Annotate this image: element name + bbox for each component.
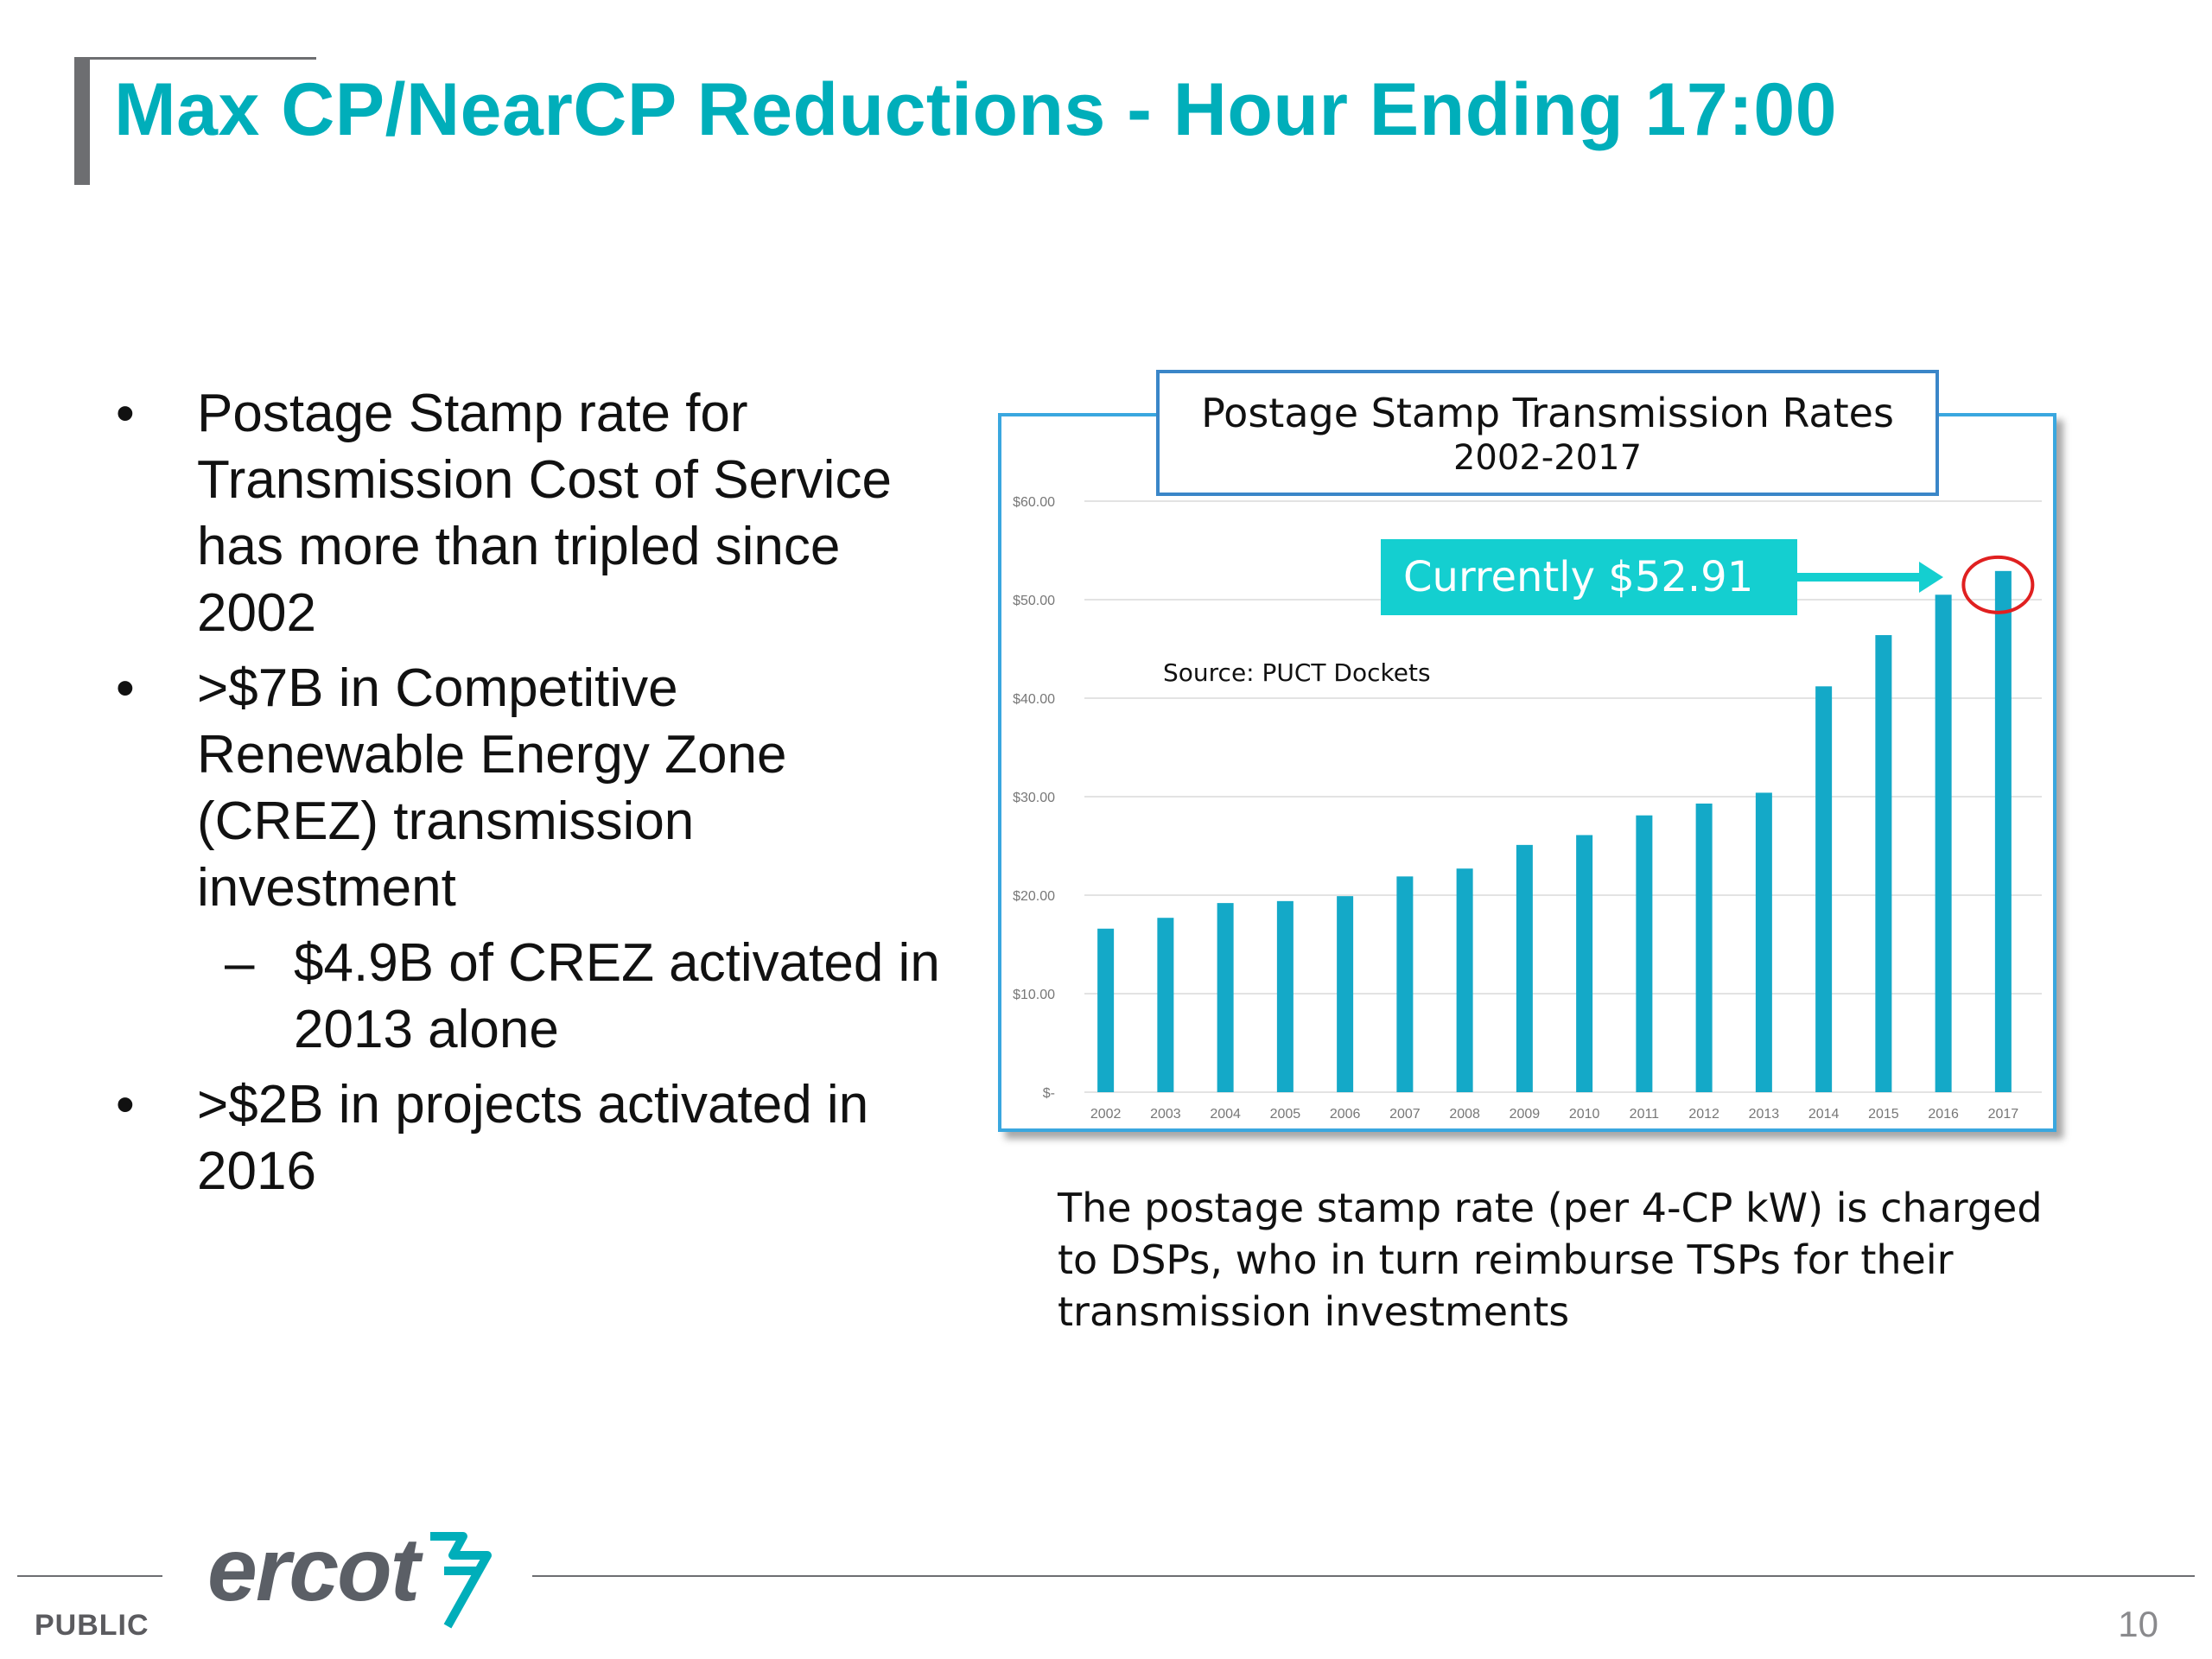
callout-arrow-head (1919, 562, 1943, 593)
bar (1815, 686, 1833, 1092)
x-tick-label: 2010 (1569, 1107, 1600, 1122)
bar (1636, 815, 1653, 1092)
bar (1217, 903, 1234, 1092)
x-tick-label: 2004 (1210, 1107, 1241, 1122)
bar (1337, 896, 1354, 1092)
ercot-bolt-icon (430, 1532, 492, 1629)
chart-title-box: Postage Stamp Transmission Rates 2002-20… (1156, 370, 1939, 496)
ercot-logo: ercot (207, 1521, 492, 1629)
x-tick-label: 2002 (1090, 1107, 1122, 1122)
title-accent-bar (74, 57, 90, 185)
bullet-item: >$2B in projects activated in 2016 (104, 1071, 950, 1205)
y-tick-label: $20.00 (1013, 889, 1055, 904)
y-tick-label: $10.00 (1013, 988, 1055, 1002)
y-tick-label: $40.00 (1013, 692, 1055, 707)
bar (1695, 803, 1713, 1092)
x-tick-label: 2006 (1330, 1107, 1361, 1122)
slide-title: Max CP/NearCP Reductions - Hour Ending 1… (114, 68, 1838, 151)
bar (1157, 918, 1174, 1092)
bar (1755, 792, 1772, 1092)
x-tick-label: 2017 (1988, 1107, 2019, 1122)
bar (1875, 635, 1892, 1092)
footer-rule-left (17, 1575, 162, 1577)
bar (1396, 876, 1414, 1092)
bullet-item: Postage Stamp rate for Transmission Cost… (104, 380, 950, 646)
bar (1456, 868, 1473, 1092)
logo-wordmark: ercot (207, 1521, 424, 1620)
x-tick-label: 2005 (1270, 1107, 1301, 1122)
x-tick-label: 2008 (1449, 1107, 1480, 1122)
x-tick-label: 2012 (1688, 1107, 1719, 1122)
bar (1935, 594, 1952, 1092)
bar (1097, 928, 1115, 1092)
x-tick-label: 2003 (1150, 1107, 1181, 1122)
chart-title: Postage Stamp Transmission Rates (1201, 390, 1894, 436)
footer-rule-right (532, 1575, 2195, 1577)
bar (1276, 900, 1294, 1092)
chart-subtitle: 2002-2017 (1452, 438, 1643, 478)
y-tick-label: $50.00 (1013, 594, 1055, 608)
x-tick-label: 2015 (1868, 1107, 1899, 1122)
x-tick-label: 2007 (1389, 1107, 1421, 1122)
bullet-list: Postage Stamp rate for Transmission Cost… (104, 380, 950, 1205)
sub-bullet-item: $4.9B of CREZ activated in 2013 alone (104, 930, 950, 1063)
chart-caption: The postage stamp rate (per 4-CP kW) is … (1058, 1185, 2043, 1335)
bar (1576, 835, 1593, 1092)
x-tick-label: 2013 (1749, 1107, 1780, 1122)
title-accent-rule (74, 57, 316, 60)
y-tick-label: $30.00 (1013, 791, 1055, 805)
bullet-item: >$7B in Competitive Renewable Energy Zon… (104, 655, 950, 921)
bar-chart: $- $10.00 $20.00 $30.00 $40.00 $50.00 $60.00 20… (1013, 495, 2042, 1122)
x-tick-label: 2014 (1808, 1107, 1840, 1122)
bar (1994, 570, 2012, 1092)
y-tick-label: $60.00 (1013, 495, 1055, 510)
x-tick-label: 2016 (1928, 1107, 1959, 1122)
x-tick-label: 2011 (1630, 1107, 1660, 1122)
page-number: 10 (2118, 1604, 2158, 1644)
chart-source: Source: PUCT Dockets (1163, 658, 1431, 687)
highlight-circle (1961, 555, 2035, 614)
footer-public-label: PUBLIC (35, 1609, 149, 1642)
x-tick-label: 2009 (1510, 1107, 1541, 1122)
bar (1516, 844, 1533, 1092)
current-rate-callout: Currently $52.91 (1381, 539, 1797, 615)
y-tick-label: $- (1043, 1086, 1055, 1101)
